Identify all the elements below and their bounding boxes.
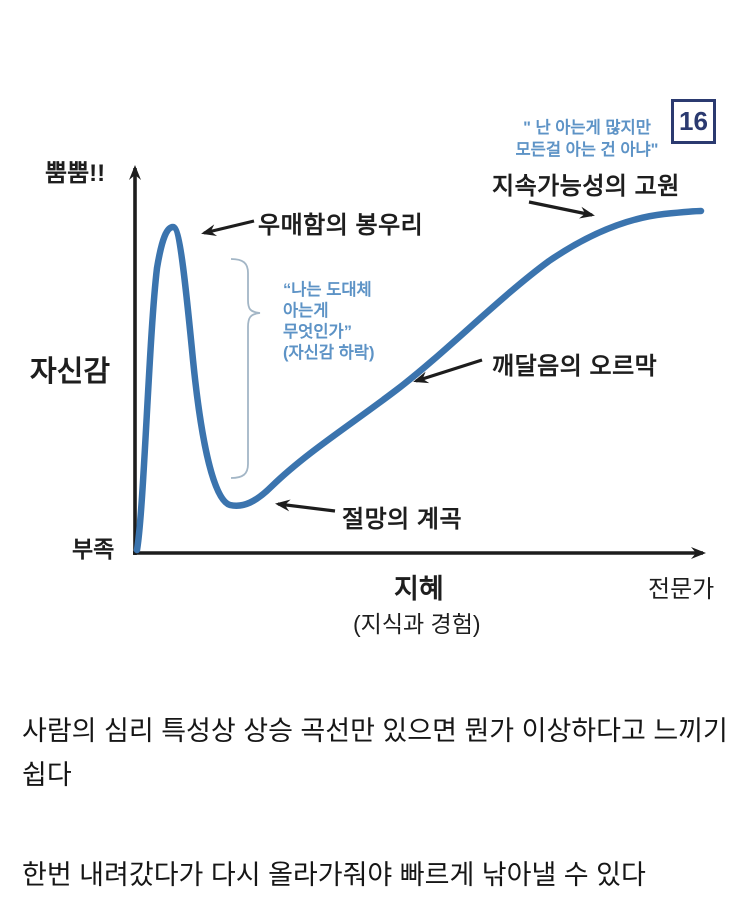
confidence-curve bbox=[133, 207, 705, 554]
expert-quote-line2: 모든걸 아는 건 아냐" bbox=[515, 140, 659, 159]
x-axis-subtitle: (지식과 경험) bbox=[353, 611, 481, 637]
commentary-paragraph-1: 사람의 심리 특성상 상승 곡선만 있으면 뭔가 이상하다고 느끼기 쉽다 bbox=[22, 716, 728, 790]
plateau-label: 지속가능성의 고원 bbox=[492, 173, 680, 200]
y-axis-title: 자신감 bbox=[30, 356, 111, 388]
peak-label: 우매함의 봉우리 bbox=[258, 212, 424, 239]
despair-quote: “나는 도대체 아는게 무엇인가” (자신감 하락) bbox=[283, 280, 374, 364]
valley-label: 절망의 계곡 bbox=[342, 506, 463, 533]
expert-quote: " 난 아는게 많지만 모든걸 아는 건 아냐" bbox=[497, 118, 677, 162]
despair-quote-line1: “나는 도대체 bbox=[283, 281, 372, 299]
despair-quote-line4: (자신감 하락) bbox=[283, 344, 375, 363]
valley-arrow bbox=[275, 499, 336, 513]
x-axis-end-label: 전문가 bbox=[648, 576, 715, 603]
despair-quote-line3: 무엇인가” bbox=[283, 323, 352, 342]
slope-label: 깨달음의 오르막 bbox=[492, 353, 658, 380]
chart-canvas bbox=[129, 165, 706, 559]
x-axis-title: 지혜 bbox=[394, 574, 444, 604]
y-axis-top-label: 뿜뿜!! bbox=[45, 160, 106, 187]
despair-quote-line2: 아는게 bbox=[283, 302, 329, 321]
commentary-paragraph-2: 한번 내려갔다가 다시 올라가줘야 빠르게 낚아낼 수 있다 bbox=[22, 860, 646, 890]
page-number-badge: 16 bbox=[671, 99, 716, 144]
y-axis-bottom-label: 부족 bbox=[72, 536, 115, 562]
peak-arrow bbox=[201, 219, 255, 237]
slope-arrow bbox=[413, 358, 483, 384]
expert-quote-line1: " 난 아는게 많지만 bbox=[523, 119, 651, 137]
confidence-drop-brace bbox=[230, 258, 261, 479]
plateau-arrow bbox=[528, 200, 595, 219]
